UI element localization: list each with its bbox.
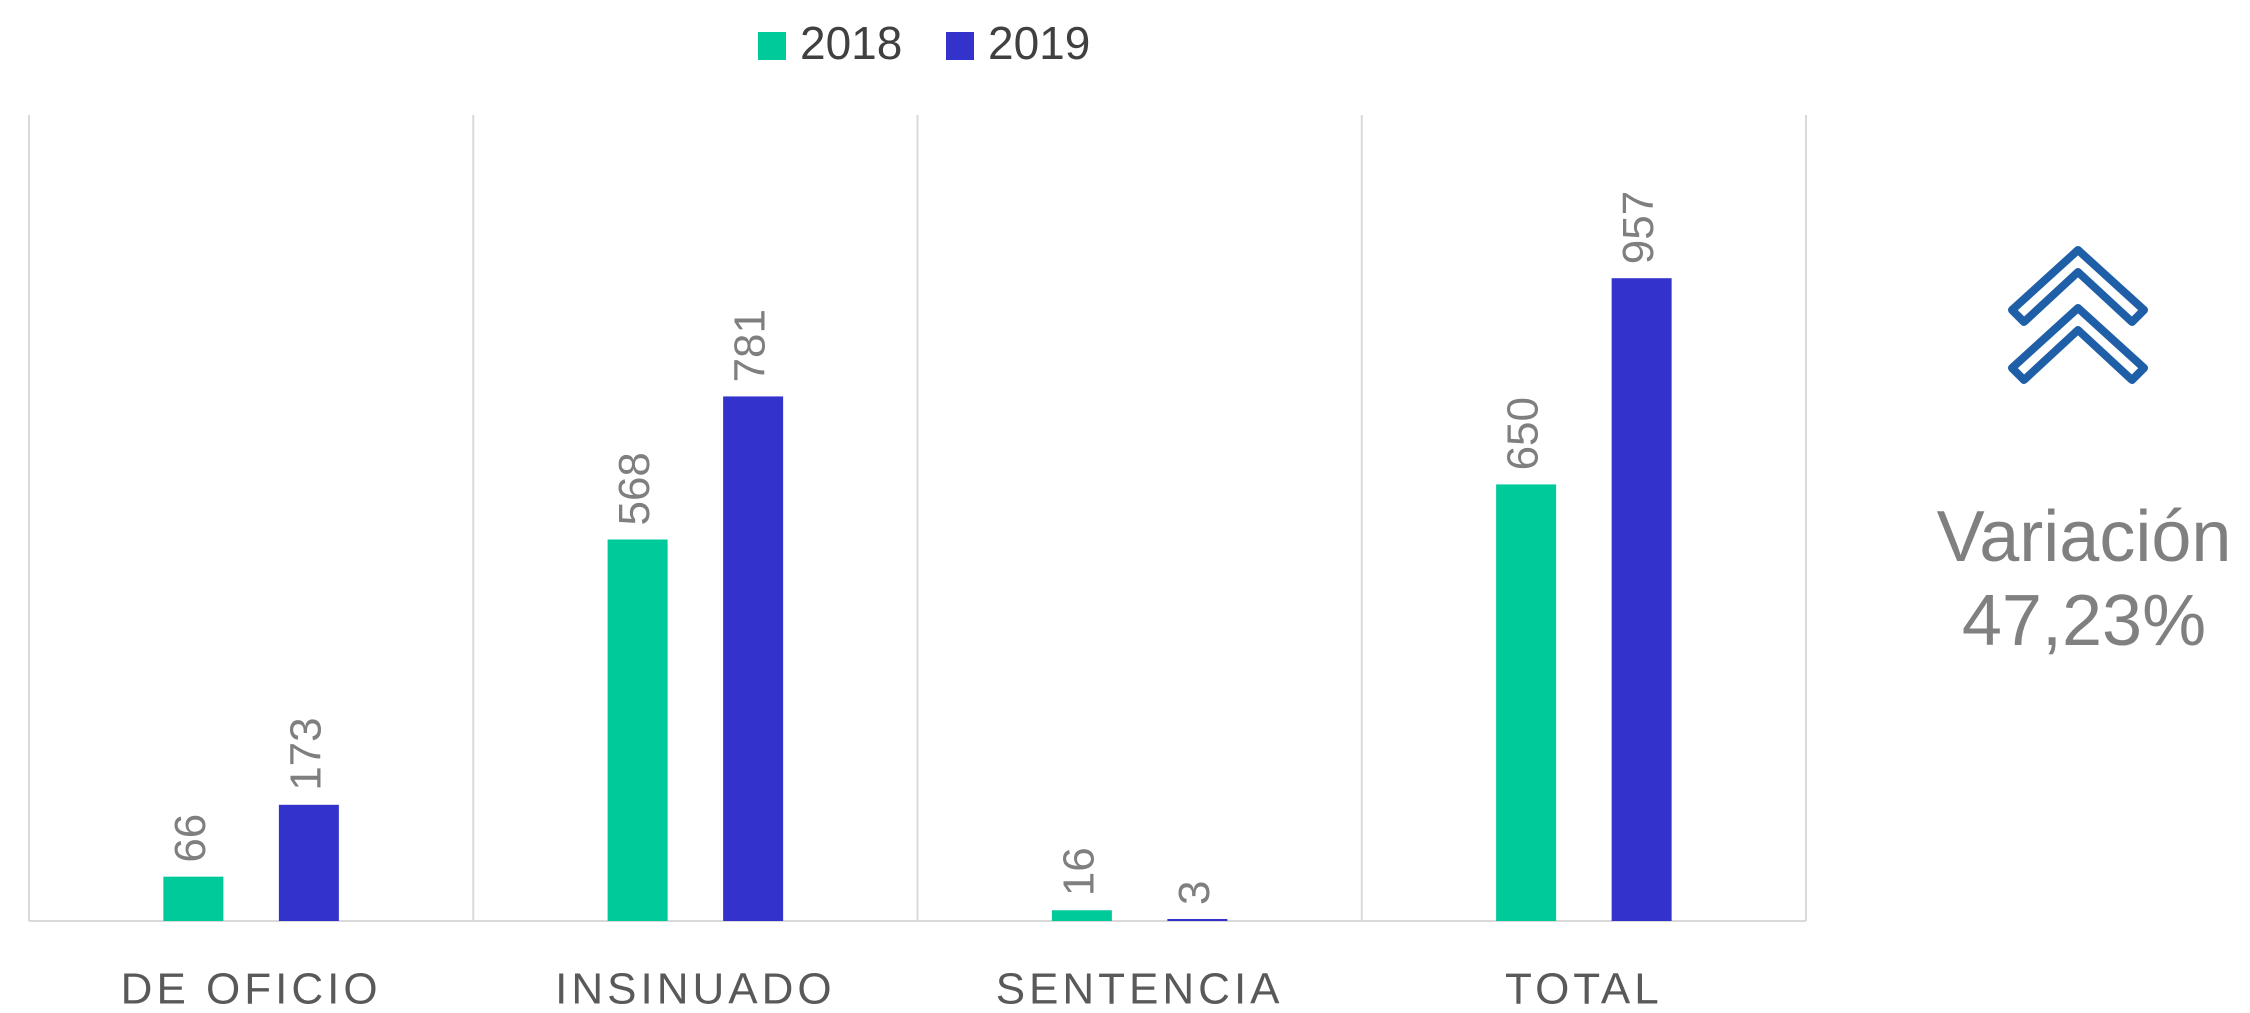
bar <box>1611 278 1672 922</box>
legend-swatch <box>946 32 974 60</box>
trend-icon <box>2008 246 2148 384</box>
annotation: Variación <box>1937 497 2232 577</box>
data-label: 957 <box>1614 191 1663 264</box>
data-label: 173 <box>282 717 331 790</box>
data-label: 66 <box>166 814 215 863</box>
bar <box>1496 484 1557 921</box>
bar <box>723 396 784 921</box>
x-tick-label: SENTENCIA <box>996 965 1284 1013</box>
bar <box>1051 910 1112 921</box>
annotation: 47,23% <box>1962 581 2206 661</box>
bar <box>163 876 224 921</box>
x-tick-label: INSINUADO <box>555 965 835 1013</box>
data-label: 781 <box>726 309 775 382</box>
data-label: 568 <box>610 452 659 525</box>
bar <box>278 804 339 921</box>
x-tick-label: TOTAL <box>1505 965 1663 1013</box>
legend-label: 2019 <box>988 17 1090 69</box>
x-tick-label: DE OFICIO <box>121 965 382 1013</box>
data-label: 16 <box>1054 847 1103 896</box>
data-label: 650 <box>1499 397 1548 470</box>
legend-swatch <box>758 32 786 60</box>
bar <box>607 539 668 921</box>
bar <box>1167 918 1228 921</box>
legend-label: 2018 <box>800 17 902 69</box>
data-label: 3 <box>1170 881 1219 905</box>
